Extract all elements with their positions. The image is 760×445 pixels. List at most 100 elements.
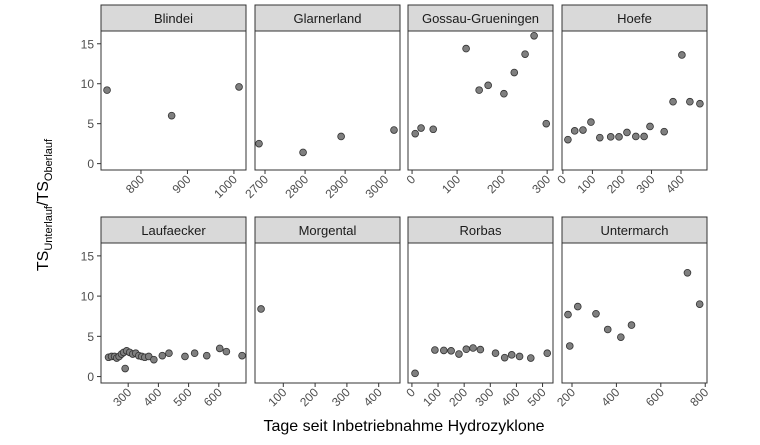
data-point — [475, 86, 483, 94]
facet-title: Hoefe — [617, 11, 652, 26]
facet-title: Rorbas — [460, 223, 502, 238]
x-tick-label: 200 — [297, 385, 321, 409]
y-tick-label: 15 — [81, 37, 95, 51]
data-point — [564, 135, 572, 144]
facet-title: Morgental — [299, 223, 357, 238]
facet-laufaecker: Laufaecker 0 5 10 15 300 400 500 600 — [81, 216, 247, 409]
x-tick-label: 400 — [663, 172, 687, 196]
y-tick-label: 10 — [81, 290, 95, 304]
data-point — [596, 133, 604, 142]
x-tick-label: 300 — [329, 385, 353, 409]
y-tick-label: 0 — [87, 157, 94, 171]
data-point — [526, 354, 535, 362]
y-tick-label: 5 — [87, 330, 94, 344]
x-tick-label: 400 — [140, 385, 164, 409]
x-tick-label: 0 — [554, 172, 569, 187]
data-point — [592, 310, 600, 318]
x-tick-label: 600 — [643, 385, 667, 409]
data-point — [158, 351, 167, 360]
data-point — [462, 345, 471, 354]
data-point — [255, 139, 263, 148]
data-point — [411, 369, 419, 378]
x-tick-label: 600 — [201, 385, 225, 409]
data-point — [257, 305, 265, 313]
data-point — [603, 325, 612, 334]
x-tick-label: 1000 — [211, 172, 240, 201]
x-tick-label: 900 — [169, 172, 193, 196]
data-point — [521, 50, 529, 58]
panel-frame — [254, 242, 401, 384]
panel-frame — [254, 30, 401, 171]
x-axis-label: Tage seit Inbetriebnahme Hydrozyklone — [263, 418, 544, 435]
data-point — [417, 124, 425, 132]
facet-blindei: Blindei 0 5 10 15 800 900 1000 — [81, 4, 247, 201]
data-point — [491, 349, 500, 358]
data-point — [646, 122, 654, 131]
data-point — [215, 344, 224, 353]
data-point — [510, 68, 519, 77]
x-tick-label: 800 — [687, 385, 711, 409]
data-point — [167, 111, 176, 120]
x-tick-label: 100 — [439, 172, 463, 196]
facet-strip — [254, 216, 401, 244]
data-point — [617, 333, 625, 341]
facet-title: Glarnerland — [294, 11, 362, 26]
facet-strip — [254, 4, 401, 32]
facet-hoefe: Hoefe 0 100 200 300 400 — [554, 4, 708, 196]
x-tick-label: 500 — [525, 385, 549, 409]
data-point — [235, 83, 243, 91]
data-point — [500, 353, 509, 362]
x-tick-label: 400 — [498, 385, 522, 409]
y-tick-label: 0 — [87, 370, 94, 384]
data-point — [515, 352, 524, 361]
data-point — [462, 44, 470, 53]
x-tick-label: 200 — [604, 172, 628, 196]
data-point — [615, 133, 623, 141]
panel-frame — [561, 242, 708, 384]
data-point — [411, 129, 420, 138]
panel-frame — [561, 30, 708, 171]
data-point — [121, 364, 129, 373]
x-tick-label: 300 — [529, 172, 553, 196]
data-point — [222, 347, 231, 356]
facet-rorbas: Rorbas 0 100 200 300 400 500 — [403, 216, 554, 409]
data-point — [507, 351, 516, 359]
data-point — [678, 51, 686, 59]
x-tick-label: 500 — [171, 385, 195, 409]
x-tick-label: 2800 — [282, 172, 311, 201]
x-tick-label: 300 — [110, 385, 134, 409]
data-point — [632, 132, 640, 141]
x-tick-label: 3000 — [363, 172, 392, 201]
facet-strip — [100, 216, 247, 244]
data-point — [669, 97, 677, 106]
facet-gossau-grueningen: Gossau-Grueningen 0 100 200 300 — [404, 4, 554, 196]
x-tick-label: 100 — [265, 385, 289, 409]
x-tick-label: 100 — [574, 172, 598, 196]
facet-title: Blindei — [154, 11, 193, 26]
y-tick-label: 15 — [81, 249, 95, 263]
panel-frame — [407, 242, 554, 384]
y-tick-label: 5 — [87, 117, 94, 131]
data-point — [686, 97, 694, 106]
data-point — [530, 31, 538, 40]
facet-strip — [407, 4, 554, 32]
x-tick-label: 400 — [598, 385, 622, 409]
data-point — [683, 268, 692, 277]
x-tick-label: 2900 — [322, 172, 351, 201]
data-point — [660, 127, 668, 136]
data-point — [543, 349, 552, 358]
data-point — [439, 346, 448, 355]
data-point — [570, 127, 579, 135]
x-tick-label: 200 — [484, 172, 508, 196]
x-tick-label: 300 — [472, 385, 496, 409]
data-point — [587, 118, 595, 126]
panel-frame — [100, 242, 247, 384]
data-point — [447, 347, 455, 355]
facet-strip — [407, 216, 554, 244]
x-tick-label: 200 — [554, 385, 578, 409]
facet-title: Laufaecker — [141, 223, 206, 238]
facet-glarnerland: Glarnerland 2700 2800 2900 3000 — [242, 4, 401, 201]
facet-strip — [561, 4, 708, 32]
